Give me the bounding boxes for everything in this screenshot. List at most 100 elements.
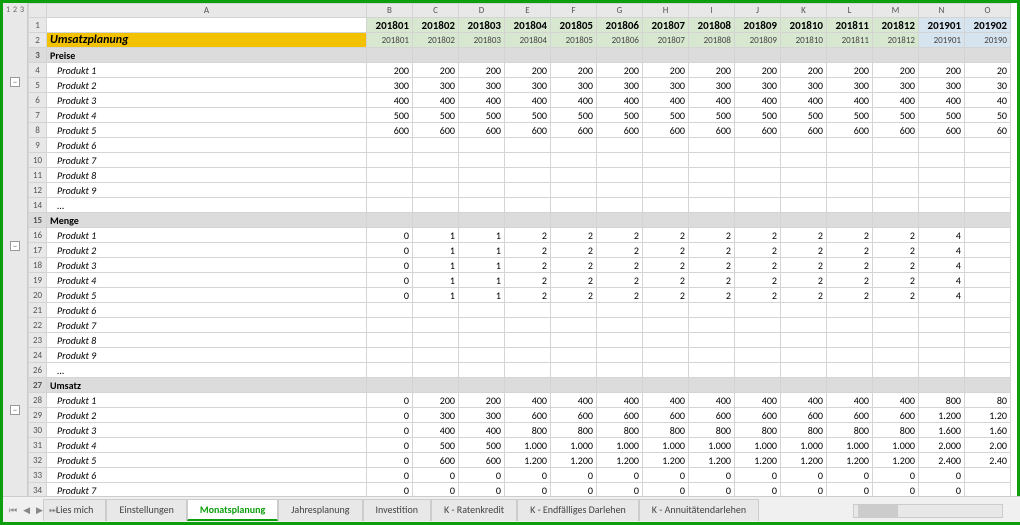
- cell[interactable]: 1: [459, 258, 505, 273]
- cell[interactable]: 500: [505, 108, 551, 123]
- cell[interactable]: 400: [413, 93, 459, 108]
- cell[interactable]: 50: [965, 108, 1011, 123]
- cell[interactable]: 2: [781, 273, 827, 288]
- cell[interactable]: 600: [505, 408, 551, 423]
- cell[interactable]: 2: [827, 258, 873, 273]
- cell[interactable]: [643, 213, 689, 228]
- cell[interactable]: 0: [413, 468, 459, 483]
- cell[interactable]: 500: [827, 108, 873, 123]
- cell[interactable]: 800: [689, 423, 735, 438]
- cell[interactable]: 500: [459, 108, 505, 123]
- cell[interactable]: [781, 183, 827, 198]
- col-header[interactable]: O: [965, 4, 1011, 18]
- cell[interactable]: [919, 363, 965, 378]
- cell[interactable]: 2.400: [919, 453, 965, 468]
- cell[interactable]: 2: [597, 258, 643, 273]
- period-header[interactable]: 201807: [643, 18, 689, 33]
- cell[interactable]: [367, 153, 413, 168]
- period-header[interactable]: 201808: [689, 18, 735, 33]
- cell[interactable]: [551, 168, 597, 183]
- cell[interactable]: [413, 363, 459, 378]
- cell[interactable]: [873, 183, 919, 198]
- cell[interactable]: 300: [413, 78, 459, 93]
- cell[interactable]: [827, 318, 873, 333]
- cell[interactable]: [459, 318, 505, 333]
- cell[interactable]: 0: [873, 468, 919, 483]
- cell[interactable]: [597, 348, 643, 363]
- cell[interactable]: 0: [367, 393, 413, 408]
- cell[interactable]: [965, 228, 1011, 243]
- cell[interactable]: 2: [689, 258, 735, 273]
- cell[interactable]: 2: [551, 243, 597, 258]
- cell[interactable]: [643, 318, 689, 333]
- period-header[interactable]: 201810: [781, 18, 827, 33]
- cell[interactable]: 500: [367, 108, 413, 123]
- period-header[interactable]: 201811: [827, 18, 873, 33]
- cell[interactable]: 400: [551, 393, 597, 408]
- cell[interactable]: [643, 348, 689, 363]
- cell[interactable]: [965, 168, 1011, 183]
- cell[interactable]: 1.200: [919, 408, 965, 423]
- cell[interactable]: 1.200: [873, 453, 919, 468]
- col-header[interactable]: D: [459, 4, 505, 18]
- period-header[interactable]: 201809: [735, 18, 781, 33]
- cell[interactable]: [781, 138, 827, 153]
- cell[interactable]: 400: [873, 393, 919, 408]
- cell[interactable]: [551, 198, 597, 213]
- cell[interactable]: 300: [873, 78, 919, 93]
- cell[interactable]: [597, 378, 643, 393]
- cell[interactable]: 1: [459, 288, 505, 303]
- period-sub[interactable]: 201808: [689, 33, 735, 48]
- cell[interactable]: 400: [597, 393, 643, 408]
- cell[interactable]: 1.000: [551, 438, 597, 453]
- cell[interactable]: 2: [505, 273, 551, 288]
- cell[interactable]: 20: [965, 63, 1011, 78]
- cell[interactable]: 1: [413, 258, 459, 273]
- cell[interactable]: [873, 48, 919, 63]
- cell[interactable]: 400: [459, 93, 505, 108]
- period-header[interactable]: 201802: [413, 18, 459, 33]
- horizontal-scrollbar[interactable]: [853, 504, 1003, 518]
- cell[interactable]: 400: [873, 93, 919, 108]
- cell[interactable]: [505, 213, 551, 228]
- cell[interactable]: 300: [551, 78, 597, 93]
- cell[interactable]: 2: [505, 228, 551, 243]
- cell[interactable]: 2: [505, 243, 551, 258]
- cell[interactable]: [781, 198, 827, 213]
- cell[interactable]: [827, 363, 873, 378]
- row-num[interactable]: 21: [29, 303, 47, 318]
- cell[interactable]: [643, 378, 689, 393]
- cell[interactable]: 500: [643, 108, 689, 123]
- product-label[interactable]: Produkt 8: [47, 333, 367, 348]
- outline-levels[interactable]: 1 2 3: [3, 3, 27, 15]
- row-num[interactable]: 12: [29, 183, 47, 198]
- cell[interactable]: 200: [735, 63, 781, 78]
- outline-collapse-menge[interactable]: −: [10, 241, 20, 251]
- cell[interactable]: 400: [643, 93, 689, 108]
- row-num[interactable]: 3: [29, 48, 47, 63]
- col-header[interactable]: I: [689, 4, 735, 18]
- cell[interactable]: 600: [459, 453, 505, 468]
- cell[interactable]: 2: [781, 258, 827, 273]
- cell[interactable]: 300: [459, 408, 505, 423]
- period-header[interactable]: 201901: [919, 18, 965, 33]
- product-label[interactable]: Produkt 3: [47, 258, 367, 273]
- row-num[interactable]: 29: [29, 408, 47, 423]
- cell[interactable]: 4: [919, 273, 965, 288]
- cell[interactable]: 4: [919, 288, 965, 303]
- cell[interactable]: 2: [735, 273, 781, 288]
- cell[interactable]: [413, 318, 459, 333]
- cell[interactable]: 200: [413, 393, 459, 408]
- cell[interactable]: 2: [827, 273, 873, 288]
- cell[interactable]: 600: [827, 123, 873, 138]
- period-header[interactable]: 201902: [965, 18, 1011, 33]
- cell[interactable]: [965, 183, 1011, 198]
- cell[interactable]: 200: [367, 63, 413, 78]
- cell[interactable]: 2: [689, 273, 735, 288]
- cell[interactable]: 0: [367, 228, 413, 243]
- cell[interactable]: 400: [551, 93, 597, 108]
- row-num[interactable]: 15: [29, 213, 47, 228]
- cell[interactable]: 2: [551, 288, 597, 303]
- sheet-tab[interactable]: Investition: [363, 499, 431, 521]
- cell[interactable]: 2: [781, 228, 827, 243]
